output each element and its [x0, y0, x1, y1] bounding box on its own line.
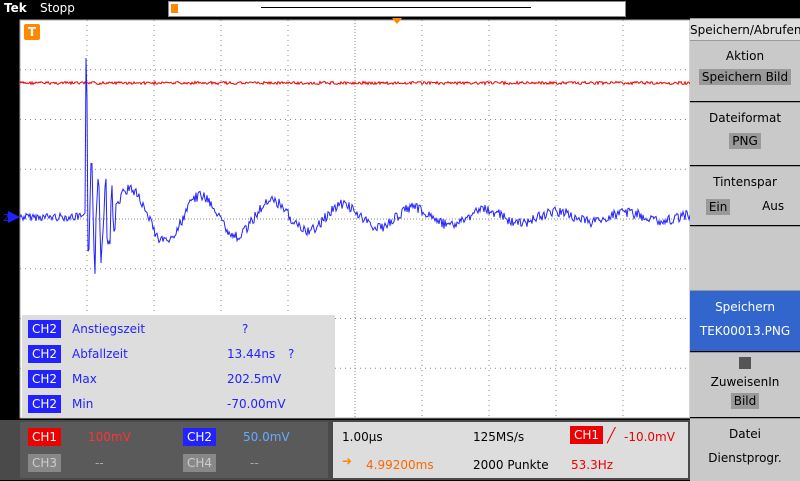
ch2-marker-label: 2	[3, 213, 9, 224]
icons	[690, 0, 800, 18]
meas-name: Anstiegszeit	[72, 322, 146, 336]
meas-name: Min	[72, 397, 94, 411]
menu-item[interactable]: Dateiformat PNG	[690, 102, 800, 165]
ch4-scale: --	[250, 456, 259, 470]
meas-channel: CH2	[28, 395, 62, 413]
trigger-slope: ╱	[607, 428, 616, 444]
meas-value: -70.00mV	[227, 397, 286, 411]
measurement-panel: CH2 Anstiegszeit? CH2 Abfallzeit 13.44ns? CH2…	[22, 315, 335, 418]
ch1-badge: CH1	[28, 428, 62, 446]
menu-label: Tintenspar	[713, 175, 777, 189]
meas-channel: CH2	[28, 370, 62, 388]
record-bar	[168, 1, 626, 17]
meas-value: ?	[242, 322, 249, 336]
menu-label: Aktion	[725, 49, 765, 63]
meas-value: 13.44ns	[227, 347, 276, 361]
trigger-marker	[24, 24, 40, 40]
menu-label: Dateiformat	[708, 111, 782, 125]
menu-item[interactable]: Datei Dienstprogr.	[690, 418, 800, 481]
sample-rate: 125MS/s	[473, 430, 525, 444]
trigger-level: -10.0mV	[624, 430, 675, 444]
menu-item[interactable]: Aktion Speichern Bild	[690, 40, 800, 101]
meas-name: Abfallzeit	[72, 347, 128, 361]
ch3-badge: CH3	[28, 454, 62, 472]
ch3-scale: --	[95, 456, 104, 470]
menu-label: ZuweisenIn	[710, 375, 780, 389]
menu-value: TEK00013.PNG	[699, 324, 791, 338]
brand: Tek	[4, 1, 27, 15]
menu-value: Dienstprogr.	[708, 451, 782, 465]
ch1-scale: 100mV	[88, 430, 131, 444]
meas-channel: CH2	[28, 320, 62, 338]
meas-channel: CH2	[28, 345, 62, 363]
position-arrow: ➜	[342, 454, 353, 468]
record-window	[261, 7, 531, 8]
menu-icon	[739, 357, 751, 369]
menu-value: Bild	[730, 393, 760, 409]
channel-panel	[20, 422, 328, 478]
ch2-badge: CH2	[183, 428, 217, 446]
top-bar: Tek Stopp	[0, 0, 690, 18]
menu-option[interactable]: Aus	[762, 199, 785, 213]
menu-item[interactable]: Tintenspar Ein Aus	[690, 166, 800, 225]
ch1-trace	[19, 80, 690, 86]
trigger-marker-label: T	[28, 25, 37, 39]
meas-value: 202.5mV	[227, 372, 282, 386]
frequency: 53.3Hz	[571, 458, 614, 472]
status-bar: CH1 100mV CH2 50.0mV CH3 -- CH4 -- 1.00µ…	[0, 420, 690, 480]
position: 4.99200ms	[366, 458, 434, 472]
menu-value: PNG	[729, 133, 761, 149]
ch2-scale: 50.0mV	[243, 430, 290, 444]
menu-item[interactable]: ZuweisenIn Bild	[690, 352, 800, 417]
menu-value: Speichern Bild	[698, 69, 792, 85]
record-length: 2000 Punkte	[473, 458, 549, 472]
horizontal-panel	[333, 422, 688, 478]
meas-flag: ?	[288, 347, 295, 361]
menu-title: Speichern/Abrufen	[690, 18, 800, 41]
ch4-badge: CH4	[183, 454, 217, 472]
record-trigger	[171, 4, 178, 13]
menu-label: Datei	[728, 427, 761, 441]
menu-item[interactable]: Speichern TEK00013.PNG	[690, 290, 800, 351]
menu-spacer	[690, 226, 800, 291]
ch2-trace	[19, 57, 690, 274]
meas-name: Max	[72, 372, 97, 386]
trigger-channel: CH1	[570, 426, 604, 444]
timebase: 1.00µs	[342, 430, 383, 444]
run-status: Stopp	[40, 1, 75, 15]
trigger-pos	[392, 18, 402, 24]
ch2-marker	[8, 211, 20, 223]
menu-option[interactable]: Ein	[705, 199, 731, 215]
menu-label: Speichern	[715, 300, 775, 314]
